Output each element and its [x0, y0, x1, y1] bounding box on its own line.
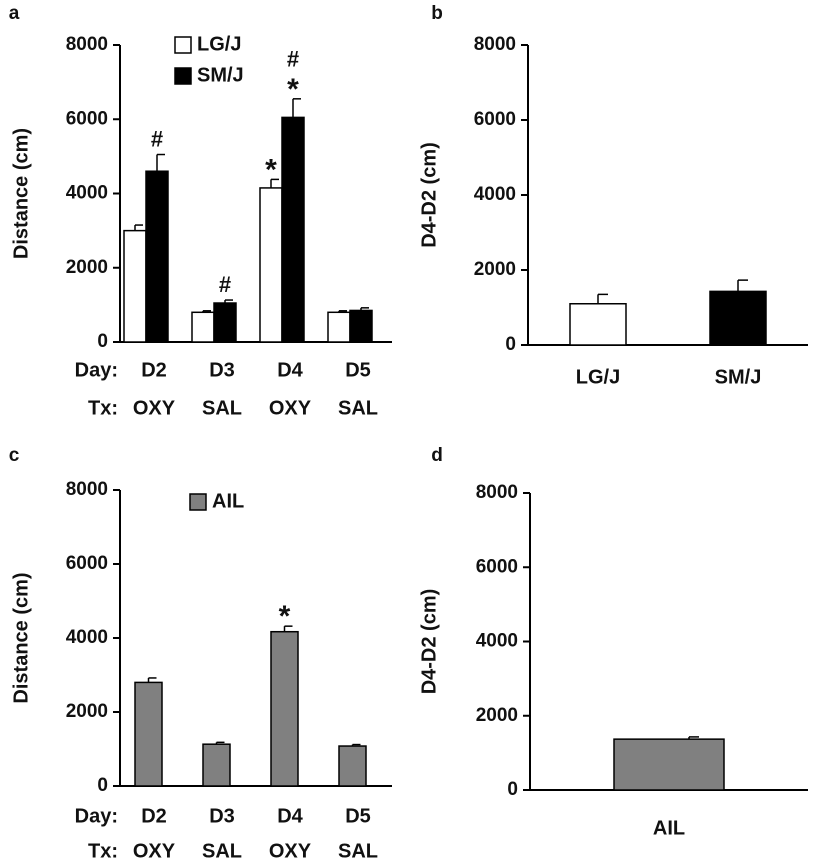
panel-letter: c: [9, 445, 20, 466]
category-label: SAL: [202, 840, 242, 862]
category-row-label: Tx:: [88, 840, 118, 862]
y-tick-label: 4000: [66, 183, 108, 204]
panel-letter: b: [431, 3, 443, 24]
category-label: OXY: [269, 840, 312, 862]
category-row-label: Tx:: [88, 397, 118, 419]
y-tick-label: 8000: [474, 34, 516, 55]
panel-d: d 0 2000 4000 6000 8000 D4-D2 (cm) AIL: [418, 445, 808, 839]
category-label: SM/J: [715, 366, 762, 388]
legend-swatch: [174, 36, 192, 54]
y-tick-label: 4000: [474, 184, 516, 205]
category-label: SAL: [338, 840, 378, 862]
y-tick-label: 0: [97, 331, 108, 352]
y-axis-label: D4-D2 (cm): [418, 589, 440, 695]
panel-letter: d: [431, 445, 443, 466]
y-tick-label: 8000: [476, 482, 518, 503]
significance-hash: #: [287, 47, 299, 72]
significance-hash: #: [151, 126, 163, 151]
significance-star: *: [287, 73, 299, 106]
y-tick-label: 8000: [66, 34, 108, 55]
category-label: OXY: [133, 840, 176, 862]
bar-ail-d2: [134, 681, 163, 787]
y-tick-label: 0: [507, 779, 518, 800]
bar-smj: [709, 290, 767, 346]
legend-label: LG/J: [197, 33, 241, 55]
category-label: D4: [277, 359, 303, 381]
bar-smj-d3: [213, 302, 237, 343]
category-label: AIL: [653, 817, 685, 839]
bar-ail-d3: [202, 743, 231, 787]
y-tick-label: 6000: [476, 556, 518, 577]
panel-letter: a: [9, 3, 20, 24]
bar-smj-d5: [349, 309, 373, 343]
category-label: SAL: [338, 397, 378, 419]
legend-label: SM/J: [197, 64, 244, 86]
bar-ail: [613, 738, 725, 791]
bar-ail-d4: [270, 630, 299, 787]
legend-swatch: [189, 493, 207, 511]
significance-star: *: [279, 600, 291, 633]
y-tick-label: 4000: [476, 631, 518, 652]
y-tick-label: 6000: [66, 553, 108, 574]
bar-smj-d4: [281, 116, 305, 343]
y-tick-label: 0: [97, 775, 108, 796]
bar-lgj: [569, 303, 627, 346]
bar-smj-d2: [145, 170, 169, 343]
bar-ail-d5: [338, 745, 367, 787]
y-tick-label: 2000: [66, 257, 108, 278]
y-tick-label: 6000: [66, 108, 108, 129]
y-tick-label: 4000: [66, 627, 108, 648]
bar-lgj-d2: [123, 229, 147, 343]
category-row-label: Day:: [75, 359, 118, 381]
category-row-label: Day:: [75, 805, 118, 827]
y-tick-label: 8000: [66, 479, 108, 500]
y-tick-label: 6000: [474, 109, 516, 130]
panel-c: c 0 2000 4000 6000 8000 Distance (cm) * Day: D2 D3…: [9, 445, 392, 862]
significance-star: *: [265, 153, 277, 186]
category-label: D3: [209, 805, 235, 827]
significance-hash: #: [219, 272, 231, 297]
category-label: D2: [141, 359, 167, 381]
y-axis-label: Distance (cm): [10, 572, 32, 703]
legend-swatch: [174, 67, 192, 85]
category-label: LG/J: [576, 366, 620, 388]
category-label: OXY: [269, 397, 312, 419]
category-label: D2: [141, 805, 167, 827]
y-axis-label: Distance (cm): [10, 128, 32, 259]
legend-label: AIL: [212, 490, 244, 512]
y-tick-label: 0: [505, 334, 516, 355]
category-label: D4: [277, 805, 303, 827]
category-label: D5: [345, 359, 371, 381]
y-tick-label: 2000: [474, 259, 516, 280]
y-axis-label: D4-D2 (cm): [418, 142, 440, 248]
panel-b: b 0 2000 4000 6000 8000 D4-D2 (cm) LG/J SM/J: [418, 3, 808, 388]
bar-lgj-d5: [327, 311, 351, 343]
category-label: D5: [345, 805, 371, 827]
category-label: D3: [209, 359, 235, 381]
category-label: OXY: [133, 397, 176, 419]
category-label: SAL: [202, 397, 242, 419]
y-tick-label: 2000: [66, 701, 108, 722]
bar-lgj-d3: [191, 311, 215, 343]
y-tick-label: 2000: [476, 705, 518, 726]
bar-lgj-d4: [259, 187, 283, 343]
